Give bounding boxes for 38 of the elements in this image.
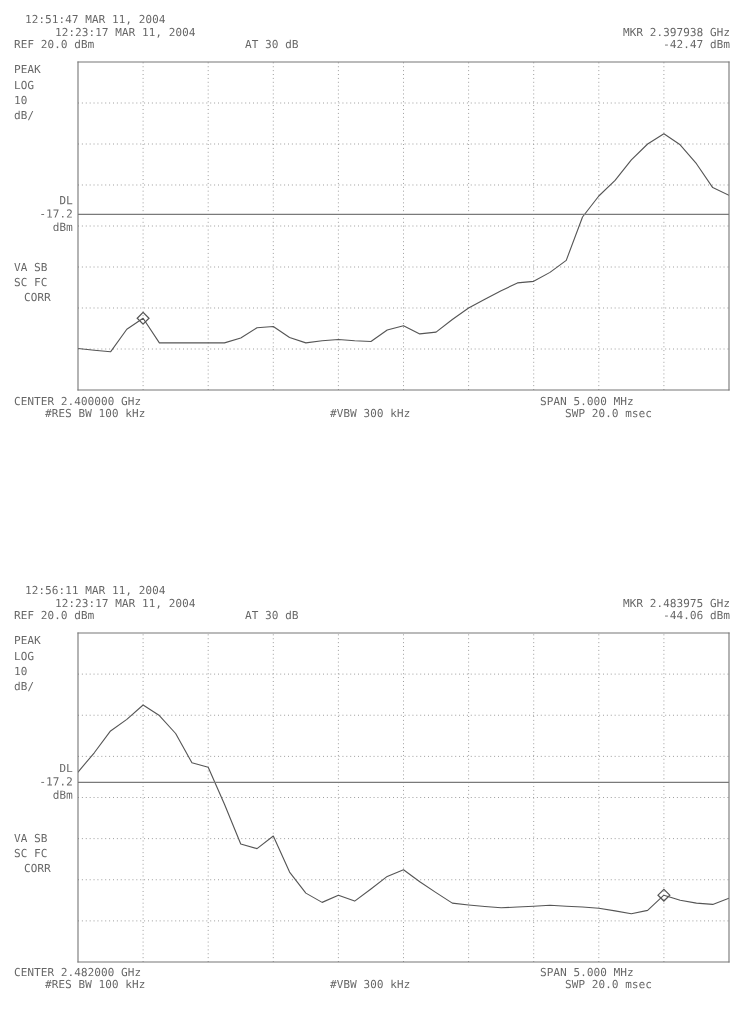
text: SWP 20.0 msec [565,408,652,418]
text: CORR [24,292,51,302]
text: #VBW 300 kHz [330,408,410,418]
text: VA SB [14,833,47,843]
text: #RES BW 100 kHz [45,979,145,989]
text: 10 [15,666,27,676]
text: 12:23:17 MAR 11, 2004 [56,598,195,609]
text: dB/ [14,681,34,692]
text: -44.06 dBm [665,610,730,620]
text: 12:23:17 MAR 11, 2004 [56,27,195,38]
text: SC FC [14,277,47,287]
text: dB/ [14,110,34,121]
text: SPAN 5.000 MHz [540,967,633,977]
text: PEAK [15,64,41,74]
text: PEAK [15,635,41,645]
text: #VBW 300 kHz [330,979,410,989]
text: SC FC [14,848,47,858]
text: CENTER 2.400000 GHz [14,396,141,406]
text: MKR 2.483975 GHz [623,598,729,608]
text: AT 30 dB [245,610,298,620]
text: REF 20.0 dBm [14,610,94,620]
text: MKR 2.397938 GHz [623,27,729,37]
text: 12:51:47 MAR 11, 2004 [26,14,165,25]
text: LOG [15,80,34,90]
ref-line-label: DL -17.2 dBm [41,196,73,232]
text: AT 30 dB [245,39,298,49]
text: -42.47 dBm [665,39,730,49]
text: 12:56:11 MAR 11, 2004 [26,585,165,596]
text: CENTER 2.482000 GHz [14,967,141,977]
text: CORR [24,863,51,873]
text: LOG [15,651,34,661]
text: SWP 20.0 msec [565,979,652,989]
ref-line-label: DL -17.2 dBm [41,763,73,799]
text: #RES BW 100 kHz [45,408,145,418]
text: VA SB [14,262,47,272]
text: REF 20.0 dBm [14,39,94,49]
text: 10 [15,95,27,105]
text: SPAN 5.000 MHz [540,396,633,406]
